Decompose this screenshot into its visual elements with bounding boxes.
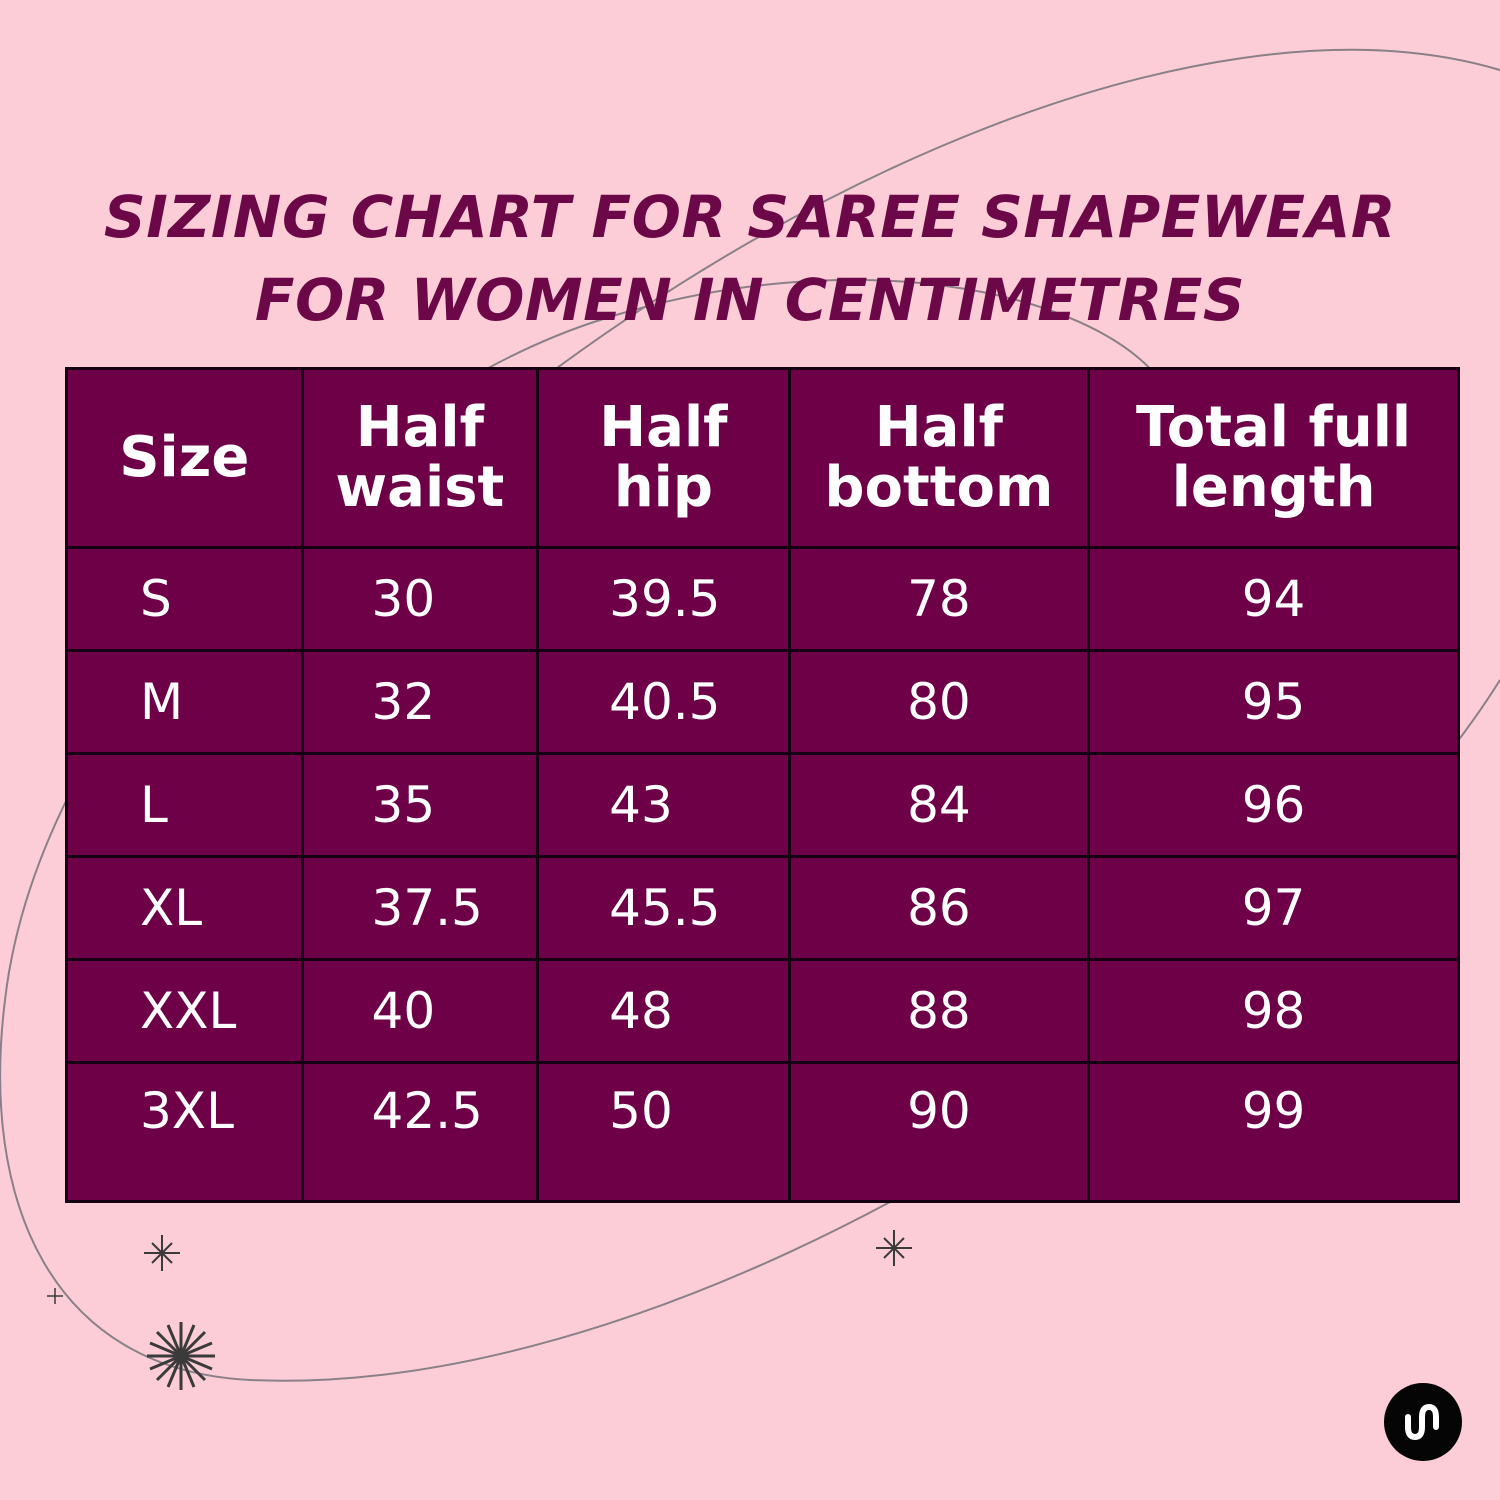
cell-half-waist: 37.5	[300, 855, 540, 961]
cell-half-waist: 42.5	[300, 1061, 540, 1203]
table-row: XL 37.5 45.5 86 97	[65, 855, 1460, 961]
header-half-hip-line-2: hip	[613, 455, 713, 520]
cell-size: 3XL	[65, 1061, 304, 1203]
table-row: S 30 39.5 78 94	[65, 546, 1460, 652]
cell-total-full-length: 99	[1087, 1061, 1460, 1203]
cell-size: XL	[65, 855, 304, 961]
brand-logo-mark	[1405, 1403, 1439, 1441]
sparkle-icon	[876, 1230, 912, 1266]
cell-size: XXL	[65, 958, 304, 1064]
header-half-hip: Half hip	[536, 367, 791, 549]
cell-size: S	[65, 546, 304, 652]
table-row: L 35 43 84 96	[65, 752, 1460, 858]
cell-total-full-length: 94	[1087, 546, 1460, 652]
table-row: XXL 40 48 88 98	[65, 958, 1460, 1064]
brand-logo-icon	[1384, 1383, 1462, 1461]
cell-half-hip: 39.5	[536, 546, 791, 652]
size-chart-table: Size Half waist Half hip Half bottom Tot…	[65, 367, 1460, 1203]
cell-total-full-length: 96	[1087, 752, 1460, 858]
sparkle-icon	[47, 1288, 63, 1304]
header-half-waist-line-2: waist	[335, 455, 505, 520]
cell-half-bottom: 88	[787, 958, 1091, 1064]
header-half-bottom-line-2: bottom	[824, 455, 1054, 520]
cell-half-waist: 40	[300, 958, 540, 1064]
cell-size: L	[65, 752, 304, 858]
cell-half-waist: 32	[300, 649, 540, 755]
cell-half-hip: 40.5	[536, 649, 791, 755]
table-row: M 32 40.5 80 95	[65, 649, 1460, 755]
cell-half-hip: 50	[536, 1061, 791, 1203]
starburst-icon	[147, 1322, 215, 1390]
cell-half-waist: 30	[300, 546, 540, 652]
header-size: Size	[65, 367, 304, 549]
header-half-bottom: Half bottom	[787, 367, 1091, 549]
page-title-line-1: SIZING CHART FOR SAREE SHAPEWEAR	[103, 183, 1397, 251]
table-header-row: Size Half waist Half hip Half bottom Tot…	[65, 367, 1460, 549]
cell-half-hip: 48	[536, 958, 791, 1064]
cell-half-bottom: 84	[787, 752, 1091, 858]
header-half-waist-line-1: Half	[355, 395, 484, 460]
sparkle-icon	[144, 1235, 180, 1271]
header-half-waist: Half waist	[300, 367, 540, 549]
cell-half-hip: 45.5	[536, 855, 791, 961]
cell-half-bottom: 86	[787, 855, 1091, 961]
header-total-full-length-line-2: length	[1171, 455, 1376, 520]
cell-half-bottom: 80	[787, 649, 1091, 755]
cell-half-bottom: 78	[787, 546, 1091, 652]
header-half-bottom-line-1: Half	[874, 395, 1003, 460]
cell-total-full-length: 98	[1087, 958, 1460, 1064]
page-title-line-2: FOR WOMEN IN CENTIMETRES	[254, 266, 1246, 334]
header-total-full-length-line-1: Total full	[1136, 395, 1412, 460]
cell-total-full-length: 97	[1087, 855, 1460, 961]
table-row: 3XL 42.5 50 90 99	[65, 1061, 1460, 1203]
cell-half-waist: 35	[300, 752, 540, 858]
cell-half-hip: 43	[536, 752, 791, 858]
cell-total-full-length: 95	[1087, 649, 1460, 755]
header-total-full-length: Total full length	[1087, 367, 1460, 549]
header-half-hip-line-1: Half	[599, 395, 728, 460]
cell-size: M	[65, 649, 304, 755]
cell-half-bottom: 90	[787, 1061, 1091, 1203]
